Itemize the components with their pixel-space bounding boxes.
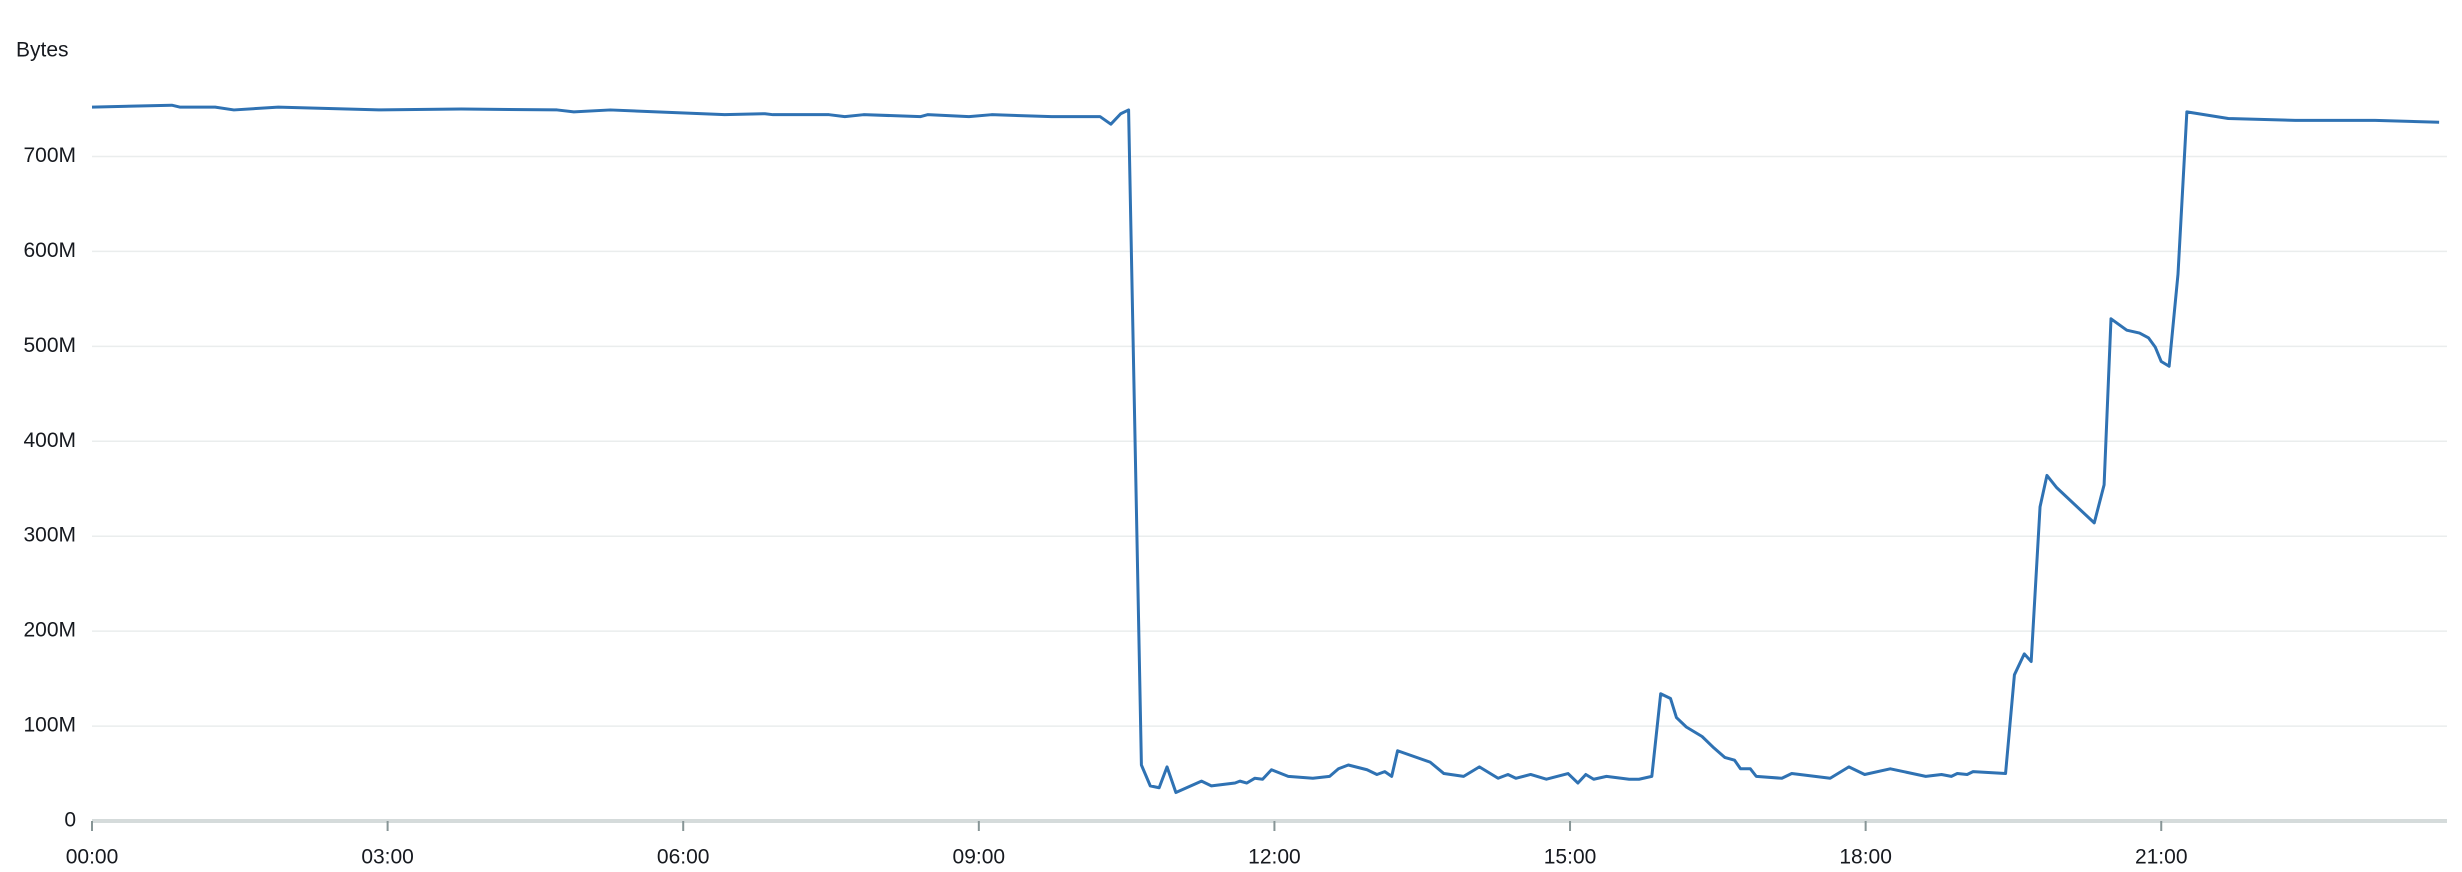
x-tick-label: 00:00 xyxy=(66,846,119,869)
y-tick-label: 600M xyxy=(23,239,76,262)
y-tick-label: 0 xyxy=(64,809,76,832)
x-tick-label: 18:00 xyxy=(1839,846,1892,869)
x-tick-label: 21:00 xyxy=(2135,846,2188,869)
x-tick-label: 12:00 xyxy=(1248,846,1301,869)
y-axis-label: Bytes xyxy=(16,39,69,62)
data-line xyxy=(91,103,2440,795)
y-tick-label: 500M xyxy=(23,334,76,357)
y-tick-label: 200M xyxy=(23,619,76,642)
y-tick-label: 100M xyxy=(23,714,76,737)
x-tick-label: 09:00 xyxy=(953,846,1006,869)
y-tick-label: 300M xyxy=(23,524,76,547)
x-tick-label: 15:00 xyxy=(1544,846,1597,869)
x-tick-label: 06:00 xyxy=(657,846,710,869)
x-tick-label: 03:00 xyxy=(361,846,414,869)
y-tick-label: 700M xyxy=(23,144,76,167)
y-tick-label: 400M xyxy=(23,429,76,452)
